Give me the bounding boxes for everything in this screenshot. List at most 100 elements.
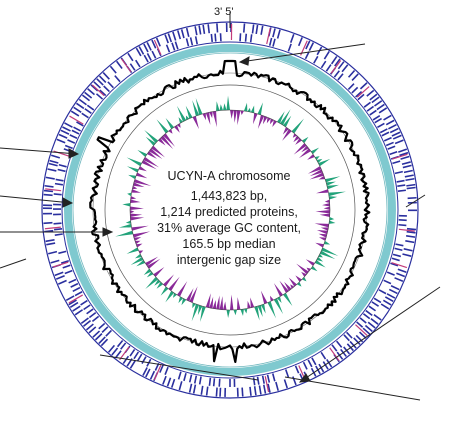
gc-skew-positive-spike bbox=[301, 276, 307, 282]
gene-tick bbox=[116, 340, 124, 348]
highlighted-gene-tick bbox=[356, 86, 370, 98]
gene-tick bbox=[325, 64, 332, 72]
gene-tick bbox=[397, 184, 406, 187]
gene-tick bbox=[376, 103, 385, 111]
gene-tick bbox=[198, 25, 202, 35]
highlighted-gene-tick bbox=[68, 294, 84, 304]
gc-skew-negative-spike bbox=[149, 148, 163, 159]
rna-ring-band bbox=[64, 44, 396, 376]
gene-tick bbox=[75, 102, 85, 110]
gene-tick bbox=[102, 71, 110, 80]
gc-skew-negative-spike bbox=[320, 227, 329, 231]
arrow-left-4 bbox=[0, 258, 27, 269]
gene-tick bbox=[43, 189, 54, 193]
gene-tick bbox=[47, 168, 57, 172]
gene-tick bbox=[397, 268, 407, 273]
gc-skew-positive-spike bbox=[327, 184, 340, 190]
gene-tick bbox=[48, 162, 58, 167]
arrow-bottom-1 bbox=[99, 354, 259, 381]
gene-tick bbox=[107, 81, 114, 89]
gc-skew-negative-spike bbox=[322, 203, 330, 207]
gc-skew-negative-spike bbox=[132, 231, 151, 238]
gc-skew-negative-spike bbox=[168, 276, 180, 291]
gene-tick bbox=[371, 301, 379, 307]
gene-tick bbox=[323, 51, 330, 60]
gene-tick bbox=[70, 282, 79, 288]
gene-tick bbox=[366, 89, 375, 97]
gene-tick bbox=[92, 330, 101, 338]
gc-skew-positive-spike bbox=[200, 306, 206, 322]
gene-tick bbox=[177, 371, 182, 380]
gene-tick bbox=[176, 30, 182, 40]
gene-tick bbox=[394, 277, 404, 282]
gene-tick bbox=[122, 355, 130, 365]
gc-skew-negative-spike bbox=[252, 112, 258, 125]
gene-tick bbox=[347, 83, 355, 90]
gc-skew-negative-spike bbox=[130, 213, 143, 217]
gene-tick bbox=[55, 178, 64, 182]
gene-tick bbox=[155, 37, 161, 47]
gene-tick bbox=[189, 37, 194, 46]
gene-tick bbox=[351, 73, 359, 81]
gc-skew-negative-spike bbox=[314, 223, 330, 228]
gc-skew-positive-spike bbox=[226, 95, 230, 111]
gene-tick bbox=[165, 44, 171, 53]
gc-skew-positive-spike bbox=[181, 298, 187, 306]
gc-skew-negative-spike bbox=[219, 296, 224, 310]
gene-tick bbox=[258, 385, 262, 395]
gene-tick bbox=[406, 235, 416, 238]
gene-tick bbox=[53, 193, 62, 196]
gene-tick bbox=[87, 88, 96, 96]
gene-tick bbox=[405, 240, 415, 244]
gc-skew-positive-spike bbox=[301, 136, 309, 144]
gene-tick bbox=[374, 117, 382, 124]
highlighted-gene-tick bbox=[121, 58, 132, 73]
gc-skew-positive-spike bbox=[125, 220, 131, 224]
gene-tick bbox=[200, 385, 204, 395]
gene-tick bbox=[214, 33, 217, 42]
gene-tick bbox=[142, 367, 148, 376]
gc-skew-positive-spike bbox=[115, 230, 133, 237]
gc-skew-positive-spike bbox=[321, 247, 339, 257]
gene-tick bbox=[403, 248, 413, 252]
gene-tick bbox=[355, 90, 363, 98]
highlighted-gene-tick bbox=[355, 324, 368, 336]
gc-skew-negative-spike bbox=[205, 293, 211, 308]
gene-tick bbox=[255, 24, 259, 35]
gene-tick bbox=[305, 40, 311, 50]
gene-tick bbox=[330, 56, 338, 65]
arrow-top-right-head bbox=[238, 56, 250, 66]
gene-tick bbox=[54, 271, 64, 277]
gene-tick bbox=[252, 377, 256, 386]
gc-skew-positive-spike bbox=[134, 253, 142, 259]
gene-tick bbox=[95, 93, 104, 100]
gene-tick bbox=[133, 351, 140, 360]
highlighted-gene-tick bbox=[119, 346, 130, 361]
gc-skew-positive bbox=[115, 95, 346, 322]
gc-skew-negative-spike bbox=[143, 157, 160, 168]
gene-tick bbox=[371, 96, 380, 104]
gc-skew-positive-spike bbox=[160, 286, 169, 296]
gc-skew-negative-spike bbox=[295, 275, 302, 282]
gc-skew-negative-spike bbox=[138, 166, 147, 172]
gene-tick bbox=[373, 297, 382, 304]
gene-tick bbox=[392, 253, 402, 258]
gc-skew-negative-spike bbox=[316, 189, 329, 194]
gc-skew-negative-spike bbox=[318, 237, 327, 241]
gene-tick bbox=[88, 312, 97, 319]
gc-skew-positive-spike bbox=[126, 247, 139, 254]
gene-tick bbox=[103, 85, 110, 93]
gc-skew-negative-spike bbox=[131, 225, 149, 231]
gene-tick bbox=[178, 381, 183, 391]
gc-skew-positive-spike bbox=[291, 118, 305, 134]
gc-skew-positive-spike bbox=[276, 111, 285, 124]
gc-skew-negative-spike bbox=[236, 297, 241, 310]
gc-skew-negative-spike bbox=[296, 263, 309, 275]
gc-skew-positive-spike bbox=[192, 302, 196, 309]
gene-tick bbox=[369, 109, 377, 116]
gc-skew-positive-spike bbox=[250, 105, 255, 113]
gc-skew-positive-spike bbox=[323, 240, 331, 245]
gene-tick bbox=[362, 327, 371, 335]
gene-tick bbox=[194, 26, 198, 36]
gc-skew-positive-spike bbox=[178, 296, 184, 304]
